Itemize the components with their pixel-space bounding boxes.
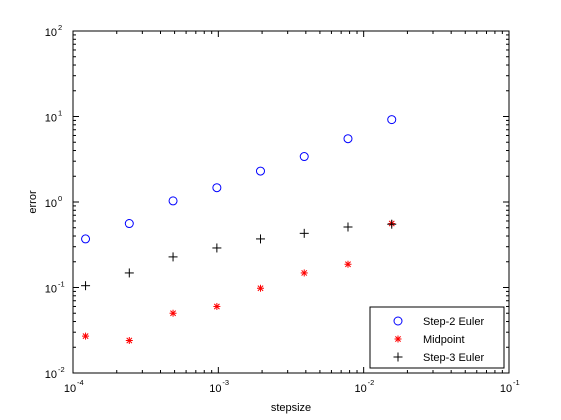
legend-entry-step-2-euler: Step-2 Euler bbox=[393, 316, 484, 328]
data-point-step-2-euler bbox=[387, 115, 397, 125]
data-point-midpoint bbox=[169, 309, 177, 317]
legend-marker-midpoint bbox=[394, 335, 402, 343]
y-tick-exponent: 2 bbox=[58, 23, 62, 32]
legend-label: Midpoint bbox=[423, 334, 465, 346]
data-point-step-3-euler bbox=[81, 281, 91, 291]
x-tick-label: 10-3 bbox=[209, 378, 229, 395]
x-tick-label: 10-1 bbox=[500, 378, 520, 395]
data-point-midpoint bbox=[344, 260, 352, 268]
x-tick-exponent: -2 bbox=[368, 378, 375, 387]
x-tick-label: 10-2 bbox=[355, 378, 375, 395]
legend-entry-step-3-euler: Step-3 Euler bbox=[393, 352, 484, 364]
x-axis-label: stepsize bbox=[271, 402, 311, 414]
x-tick-exponent: -3 bbox=[222, 378, 229, 387]
legend-entry-midpoint: Midpoint bbox=[394, 334, 465, 346]
legend: Step-2 Euler Midpoint Step-3 Euler bbox=[369, 306, 505, 369]
data-point-step-2-euler bbox=[168, 196, 178, 206]
y-tick-exponent: -2 bbox=[58, 365, 65, 374]
y-tick-exponent: -1 bbox=[58, 280, 65, 289]
x-tick-label: 10-4 bbox=[64, 378, 84, 395]
data-point-step-2-euler bbox=[81, 234, 91, 244]
y-axis-label: error bbox=[27, 190, 39, 214]
y-tick-base: 10 bbox=[45, 27, 57, 39]
y-tick-exponent: 0 bbox=[58, 194, 62, 203]
data-point-step-2-euler bbox=[255, 166, 265, 176]
y-tick-label: 10 2 bbox=[45, 23, 62, 39]
y-tick-base: 10 bbox=[45, 284, 57, 296]
data-point-step-2-euler bbox=[343, 134, 353, 144]
x-tick-exponent: -1 bbox=[513, 378, 520, 387]
data-point-midpoint bbox=[213, 302, 221, 310]
x-tick-base: 10 bbox=[64, 383, 76, 395]
data-marks bbox=[81, 115, 397, 344]
tick-marks bbox=[72, 30, 510, 374]
data-point-step-3-euler bbox=[299, 228, 309, 238]
data-point-step-3-euler bbox=[387, 219, 397, 229]
y-tick-label: 10 -1 bbox=[45, 280, 65, 296]
data-point-midpoint bbox=[256, 284, 264, 292]
data-point-midpoint bbox=[125, 336, 133, 344]
x-tick-base: 10 bbox=[355, 383, 367, 395]
legend-label: Step-3 Euler bbox=[423, 352, 484, 364]
legend-marker-step-3-euler bbox=[393, 352, 403, 362]
data-point-step-2-euler bbox=[124, 219, 134, 229]
x-tick-base: 10 bbox=[500, 383, 512, 395]
y-tick-base: 10 bbox=[45, 198, 57, 210]
data-point-step-3-euler bbox=[168, 252, 178, 262]
data-point-step-3-euler bbox=[255, 234, 265, 244]
x-tick-exponent: -4 bbox=[77, 378, 84, 387]
legend-label: Step-2 Euler bbox=[423, 316, 484, 328]
y-tick-label: 10 0 bbox=[45, 194, 62, 210]
data-point-step-3-euler bbox=[212, 243, 222, 253]
y-tick-base: 10 bbox=[45, 113, 57, 125]
legend-box bbox=[369, 306, 505, 369]
legend-entries: Step-2 Euler Midpoint Step-3 Euler bbox=[393, 316, 484, 364]
x-tick-base: 10 bbox=[209, 383, 221, 395]
legend-marker-step-2-euler bbox=[393, 316, 403, 326]
data-point-step-2-euler bbox=[212, 183, 222, 193]
data-point-step-2-euler bbox=[299, 152, 309, 162]
y-tick-label: 10 1 bbox=[45, 109, 62, 125]
data-point-midpoint bbox=[82, 332, 90, 340]
y-tick-exponent: 1 bbox=[58, 109, 62, 118]
data-point-step-3-euler bbox=[343, 222, 353, 232]
data-point-midpoint bbox=[300, 269, 308, 277]
y-tick-label: 10 -2 bbox=[45, 365, 65, 381]
y-tick-base: 10 bbox=[45, 369, 57, 381]
data-point-step-3-euler bbox=[124, 268, 134, 278]
